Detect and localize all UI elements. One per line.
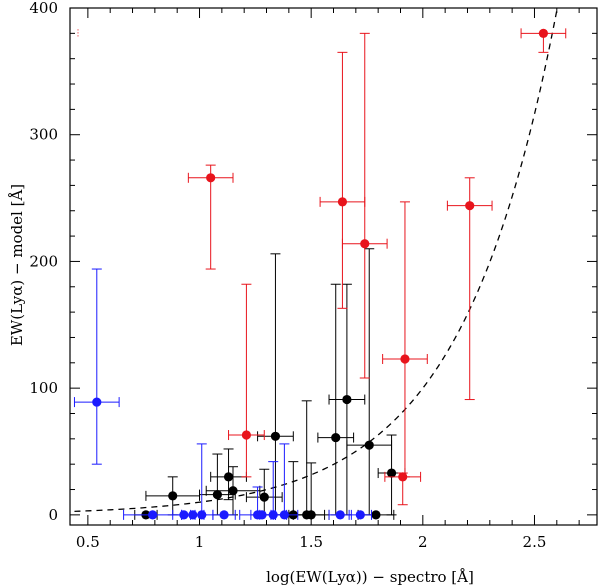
- y-tick-label: 400: [29, 0, 58, 17]
- blue-point-1: [123, 509, 183, 520]
- red-point-6: [382, 201, 428, 478]
- model-curve-dashed: [74, 11, 558, 513]
- black-marker: [223, 472, 234, 482]
- plot-frame-layer: [69, 7, 598, 526]
- black-marker: [259, 492, 269, 502]
- y-tick-label: 200: [29, 252, 58, 270]
- black-marker: [386, 468, 397, 478]
- points-layer: [73, 28, 567, 520]
- black-marker: [228, 486, 238, 496]
- y-tick-label: 0: [48, 506, 58, 524]
- blue-marker: [335, 510, 345, 520]
- y-tick-label: 100: [29, 379, 58, 397]
- y-tick-label: 300: [29, 126, 58, 144]
- red-marker: [337, 197, 348, 207]
- red-point-4: [341, 32, 388, 379]
- red-marker: [360, 239, 370, 249]
- blue-marker: [197, 510, 207, 520]
- red-marker: [400, 354, 410, 364]
- black-marker: [371, 510, 381, 520]
- red-marker: [241, 430, 252, 440]
- x-tick-label: 2: [418, 533, 428, 551]
- black-point-4: [205, 466, 261, 516]
- y-axis-label: EW(Lyα) − model [Å]: [8, 184, 26, 346]
- red-point-0: [520, 28, 567, 53]
- blue-marker: [219, 510, 229, 520]
- black-marker: [364, 440, 374, 450]
- black-marker: [212, 489, 222, 500]
- red-point-2: [319, 51, 366, 309]
- black-point-6: [257, 253, 294, 516]
- red-marker: [465, 201, 475, 211]
- plot-frame: [69, 7, 598, 526]
- curve-layer: [74, 11, 558, 513]
- blue-marker: [279, 510, 289, 520]
- x-axis-label: log(EW(Lyα)) − spectro [Å]: [266, 568, 474, 586]
- blue-point-5: [212, 509, 236, 520]
- blue-point-9: [270, 443, 299, 520]
- blue-marker: [355, 510, 365, 520]
- black-point-3: [210, 448, 247, 501]
- black-point-1: [145, 476, 201, 516]
- black-point-8: [288, 400, 326, 520]
- red-point-1: [187, 164, 234, 270]
- red-point-3: [446, 177, 493, 401]
- black-point-11: [328, 283, 366, 516]
- x-tick-label: 1: [195, 533, 205, 551]
- blue-point-0: [73, 268, 120, 465]
- black-point-5: [245, 468, 283, 516]
- x-tick-label: 2.5: [523, 533, 547, 551]
- blue-point-4: [190, 443, 214, 520]
- red-marker: [398, 472, 408, 482]
- blue-marker: [92, 397, 102, 407]
- red-marker: [538, 28, 549, 38]
- black-point-9: [292, 462, 330, 520]
- black-marker: [270, 431, 281, 441]
- x-tick-label: 1.5: [299, 533, 323, 551]
- red-point-5: [228, 283, 265, 478]
- black-marker: [168, 491, 178, 501]
- text-layer: log(EW(Lyα)) − spectro [Å] EW(Lyα) − mod…: [8, 0, 546, 586]
- black-marker: [342, 394, 352, 405]
- black-point-2: [199, 453, 236, 516]
- blue-marker: [148, 510, 158, 520]
- red-point-7: [384, 471, 422, 506]
- black-marker: [331, 432, 341, 443]
- x-tick-label: 0.5: [76, 533, 100, 551]
- red-marker: [206, 173, 216, 183]
- blue-point-10: [328, 509, 352, 520]
- blue-point-11: [348, 509, 372, 520]
- black-marker: [306, 510, 316, 520]
